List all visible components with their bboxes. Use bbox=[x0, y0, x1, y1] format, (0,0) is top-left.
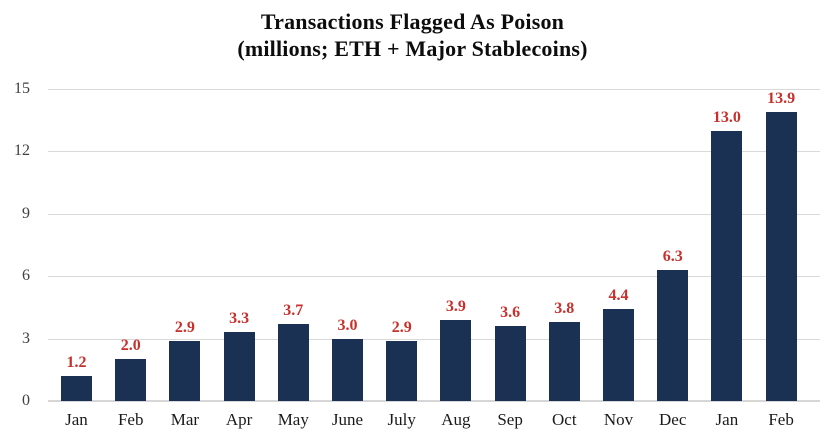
bar-column: 1.2 bbox=[49, 59, 103, 401]
bar bbox=[115, 359, 147, 401]
y-tick-label: 9 bbox=[22, 204, 30, 222]
bar-value-label: 3.8 bbox=[554, 299, 575, 317]
bar-column: 3.7 bbox=[266, 59, 320, 401]
bar-value-label: 3.0 bbox=[337, 316, 358, 334]
y-tick-label: 3 bbox=[22, 329, 30, 347]
bar bbox=[765, 111, 797, 401]
bar-value-label: 3.9 bbox=[445, 297, 466, 315]
x-tick-label: Feb bbox=[117, 410, 144, 429]
y-tick-label: 0 bbox=[22, 392, 30, 409]
chart-title-line1: Transactions Flagged As Poison bbox=[260, 9, 565, 34]
bar-value-label: 6.3 bbox=[662, 247, 683, 265]
bar-column: 3.9 bbox=[429, 59, 483, 401]
bar-value-label: 1.2 bbox=[66, 354, 87, 372]
bar-value-label: 4.4 bbox=[608, 287, 629, 305]
gridline bbox=[48, 213, 820, 215]
y-tick-label: 12 bbox=[14, 142, 30, 160]
x-tick-label: Nov bbox=[603, 410, 634, 429]
bar-value-label: 3.6 bbox=[500, 304, 521, 322]
x-tick-label: Aug bbox=[441, 410, 471, 429]
bar bbox=[548, 321, 580, 401]
bar bbox=[657, 269, 689, 401]
bar-value-label: 2.9 bbox=[391, 318, 412, 336]
bar bbox=[331, 338, 363, 401]
bar-column: 6.3 bbox=[646, 59, 700, 401]
bar bbox=[386, 340, 418, 401]
x-tick-label: Jan bbox=[65, 410, 88, 429]
gridline bbox=[48, 338, 820, 340]
gridline bbox=[48, 151, 820, 153]
x-tick-label: Mar bbox=[170, 410, 200, 429]
bar bbox=[711, 130, 743, 401]
chart-title-line2: (millions; ETH + Major Stablecoins) bbox=[237, 36, 588, 61]
x-tick-label: Apr bbox=[225, 410, 253, 429]
x-tick-label: Dec bbox=[659, 410, 687, 429]
bar-value-label: 2.9 bbox=[174, 318, 195, 336]
bar bbox=[223, 332, 255, 401]
bar-column: 2.9 bbox=[375, 59, 429, 401]
x-tick-label: May bbox=[277, 410, 309, 429]
bar-value-label: 13.9 bbox=[767, 89, 796, 107]
bar-value-label: 13.0 bbox=[712, 108, 741, 126]
y-tick-label: 6 bbox=[22, 267, 30, 285]
x-tick-label: July bbox=[387, 410, 416, 429]
bar-value-label: 3.3 bbox=[229, 310, 250, 328]
bar bbox=[277, 324, 309, 401]
x-tick-label: Oct bbox=[552, 410, 577, 429]
bar-value-label: 3.7 bbox=[283, 302, 304, 320]
x-tick-label: June bbox=[331, 410, 364, 429]
chart-title: Transactions Flagged As Poison (millions… bbox=[0, 8, 825, 62]
gridline bbox=[48, 89, 820, 90]
gridline bbox=[48, 276, 820, 278]
x-tick-label: Sep bbox=[497, 410, 523, 429]
bar bbox=[602, 309, 634, 401]
bar bbox=[169, 340, 201, 401]
bar-column: 3.3 bbox=[212, 59, 266, 401]
x-tick-label: Feb bbox=[768, 410, 794, 429]
bar-column: 13.9 bbox=[754, 59, 808, 401]
bar bbox=[494, 326, 526, 401]
bar bbox=[440, 319, 472, 401]
y-tick-label: 15 bbox=[14, 80, 30, 97]
x-axis-line bbox=[48, 400, 820, 402]
bar-column: 3.6 bbox=[483, 59, 537, 401]
bar bbox=[60, 376, 92, 401]
bar-column: 2.0 bbox=[104, 59, 158, 401]
bar-column: 4.4 bbox=[591, 59, 645, 401]
bar-column: 2.9 bbox=[158, 59, 212, 401]
x-tick-label: Jan bbox=[715, 410, 739, 429]
bar-column: 3.0 bbox=[320, 59, 374, 401]
bar-column: 13.0 bbox=[700, 59, 754, 401]
bar-value-label: 2.0 bbox=[120, 337, 141, 355]
bar-column: 3.8 bbox=[537, 59, 591, 401]
